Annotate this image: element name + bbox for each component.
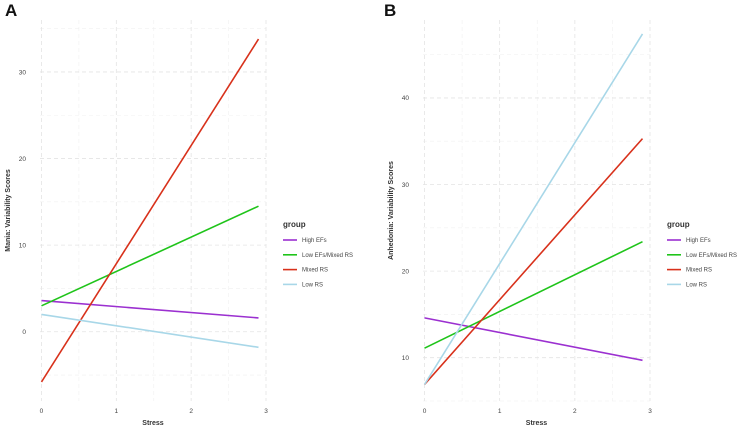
y-tick-label: 30 (19, 69, 27, 76)
y-tick-label: 0 (22, 329, 26, 336)
y-tick-label: 10 (19, 242, 27, 249)
legend-label-low-efs-mixed-rs: Low EFs/Mixed RS (302, 253, 353, 259)
series-line-mixed-rs (40, 38, 260, 383)
x-tick-label: 2 (573, 408, 577, 415)
legend-label-mixed-rs: Mixed RS (686, 268, 712, 274)
x-tick-label: 3 (648, 408, 652, 415)
series-line-low-efs-mixed-rs (424, 240, 643, 349)
series-line-low-efs-mixed-rs (41, 205, 259, 307)
legend-label-low-efs-mixed-rs: Low EFs/Mixed RS (686, 253, 737, 259)
x-axis-title: Stress (142, 420, 164, 427)
x-tick-label: 0 (40, 408, 44, 415)
series-line-high-efs (424, 317, 643, 362)
x-tick-label: 1 (498, 408, 502, 415)
legend: group High EFs Low EFs/Mixed RS Mixed RS Low… (283, 220, 353, 288)
y-tick-label: 10 (402, 355, 410, 362)
panel-label: B (384, 1, 396, 20)
legend-title: group (667, 220, 690, 229)
y-tick-label: 20 (19, 156, 27, 163)
series-line-low-rs (41, 313, 259, 349)
x-tick-label: 1 (115, 408, 119, 415)
legend-label-mixed-rs: Mixed RS (302, 268, 328, 274)
y-tick-label: 30 (402, 182, 410, 189)
panel-b: 0 1 2 3 10 20 30 40 Stress Anhedonia: Variability… (384, 1, 737, 427)
panel-label: A (5, 1, 17, 20)
legend-label-low-rs: Low RS (686, 282, 707, 288)
y-axis-title: Anhedonia: Variability Scores (388, 161, 395, 260)
x-axis-title: Stress (526, 420, 548, 427)
x-tick-label: 3 (264, 408, 268, 415)
series-line-low-rs (423, 33, 644, 385)
legend-label-high-efs: High EFs (686, 238, 711, 244)
y-tick-label: 40 (402, 95, 410, 102)
legend-label-high-efs: High EFs (302, 238, 327, 244)
series-line-high-efs (41, 299, 259, 319)
x-tick-label: 2 (189, 408, 193, 415)
series-line-mixed-rs (423, 138, 644, 386)
legend-title: group (283, 220, 306, 229)
legend-label-low-rs: Low RS (302, 282, 323, 288)
legend: group High EFs Low EFs/Mixed RS Mixed RS Low… (667, 220, 737, 288)
y-axis-title: Mania: Variability Scores (5, 169, 12, 252)
y-tick-label: 20 (402, 268, 410, 275)
x-tick-label: 0 (423, 408, 427, 415)
